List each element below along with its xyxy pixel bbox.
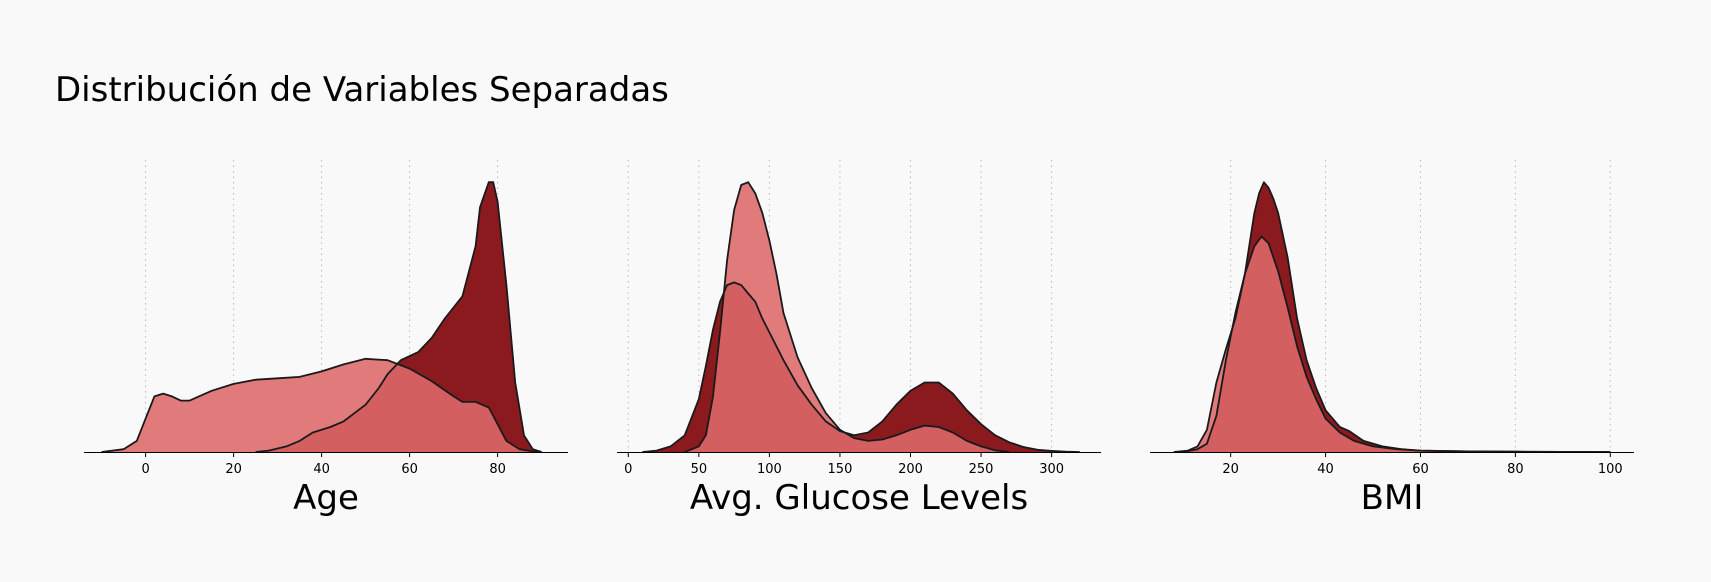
density-line-dark (255, 181, 542, 453)
chart-panel-avg-glucose-levels: 0 50 100 150 200 250 300 Avg. Glucose Levels (617, 160, 1101, 518)
x-tick-label: 20 (1222, 462, 1239, 477)
x-tick-label: 0 (624, 462, 632, 477)
page-title: Distribución de Variables Separadas (55, 70, 669, 110)
x-tick-label: 80 (1507, 462, 1524, 477)
x-tick-label: 80 (489, 462, 506, 477)
density-line-light (101, 357, 542, 453)
x-tick-label: 60 (1412, 462, 1429, 477)
density-overlap (1183, 236, 1611, 452)
x-tick-label: 50 (691, 462, 708, 477)
x-tick-label: 200 (898, 462, 923, 477)
x-tick-label: 150 (828, 462, 853, 477)
x-tick-label: 100 (757, 462, 782, 477)
density-area-dark (255, 182, 542, 452)
x-tick-label: 40 (313, 462, 330, 477)
density-line-dark (1183, 181, 1611, 453)
density-overlap (684, 282, 1010, 452)
x-tick-label: 40 (1317, 462, 1334, 477)
x-tick-label: 100 (1598, 462, 1623, 477)
x-axis-label: BMI (1361, 478, 1424, 518)
x-tick-label: 250 (969, 462, 994, 477)
density-line-light (684, 181, 1010, 453)
x-axis-label: Age (293, 478, 359, 518)
x-tick-label: 60 (401, 462, 418, 477)
x-tick-label: 300 (1039, 462, 1064, 477)
x-tick-label: 0 (141, 462, 149, 477)
chart-panel-age: 0 20 40 60 80 Age (84, 160, 568, 518)
density-line-dark (642, 281, 1080, 453)
x-tick-label: 20 (225, 462, 242, 477)
chart-panel-bmi: 20 40 60 80 100 BMI (1150, 160, 1634, 518)
x-axis-label: Avg. Glucose Levels (690, 478, 1028, 518)
